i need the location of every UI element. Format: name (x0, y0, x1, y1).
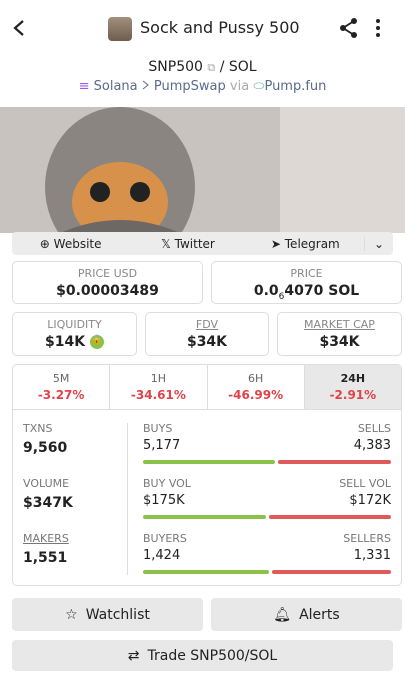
timeframe-tab[interactable]: 1H -34.61% (109, 365, 206, 409)
button-label: Trade SNP500/SOL (147, 647, 278, 664)
timeframe-tabs: 5M -3.27% 1H -34.61% 6H -46.99% 24H -2.91% (13, 365, 401, 410)
pair-quote: / SOL (219, 59, 257, 75)
tab-label: 6H (247, 372, 264, 385)
star-icon: ☆ (65, 606, 78, 623)
tab-label: 24H (340, 372, 366, 385)
lock-icon: 🔒 (89, 335, 104, 349)
tab-change: -46.99% (228, 388, 284, 402)
button-label: Watchlist (85, 606, 150, 623)
copy-icon[interactable]: ⧉ (207, 61, 216, 74)
right-value: 4,383 (353, 438, 391, 453)
stat-label: MAKERS (23, 532, 69, 545)
chain-icon: ≡ (78, 79, 90, 94)
metric-card[interactable]: MARKET CAP $34K (277, 312, 402, 356)
chain[interactable]: Solana (93, 79, 138, 94)
pair-line: SNP500 ⧉ / SOL (0, 59, 405, 75)
metric-card[interactable]: FDV $34K (145, 312, 269, 356)
link-website[interactable]: ⊕ Website (39, 236, 102, 251)
left-label: BUY VOL (143, 477, 191, 490)
right-label: SELLS (357, 422, 391, 435)
pair-base: SNP500 (148, 59, 203, 75)
stat-value: $347K (23, 495, 73, 511)
route-line: ≡ Solana PumpSwap via ⬭Pump.fun (0, 79, 405, 94)
timeframe-tab[interactable]: 24H -2.91% (303, 365, 401, 409)
right-value: 1,331 (353, 548, 391, 563)
button-label: Alerts (299, 606, 340, 623)
price-native-card: PRICE 0.064070 SOL (211, 261, 402, 304)
metric-label: FDV (195, 318, 219, 331)
link-label: Telegram (284, 236, 340, 251)
price-usd-label: PRICE USD (77, 267, 138, 280)
stat-label: TXNS (23, 422, 53, 435)
dex[interactable]: PumpSwap (153, 79, 226, 94)
bell-icon: 🔔︎ (273, 606, 292, 623)
right-value: $172K (349, 493, 391, 508)
stat-value: 9,560 (23, 440, 68, 456)
launchpad[interactable]: Pump.fun (264, 79, 327, 94)
link-telegram[interactable]: ➤ Telegram (270, 236, 340, 251)
back-button[interactable] (10, 18, 30, 38)
token-avatar (108, 17, 132, 41)
link-label: Twitter (174, 236, 215, 251)
links-more[interactable]: ⌄ (363, 236, 393, 251)
link-twitter[interactable]: 𝕏 Twitter (161, 236, 215, 251)
divider (127, 423, 128, 575)
buy-bar (143, 460, 276, 464)
tab-label: 5M (52, 372, 70, 385)
links-bar: ⊕ Website 𝕏 Twitter ➤ Telegram ⌄ (12, 232, 393, 255)
metric-text: $14K (45, 334, 86, 350)
sell-bar (272, 570, 391, 574)
tab-change: -34.61% (130, 388, 186, 402)
link-label: Website (53, 236, 102, 251)
left-value: $175K (143, 493, 185, 508)
via: via (229, 79, 250, 94)
buy-bar (143, 515, 267, 519)
metric-value: $14K 🔒 (13, 334, 136, 350)
left-value: 5,177 (143, 438, 181, 453)
tab-change: -2.91% (329, 388, 377, 402)
swap-icon: ⇄ (127, 647, 140, 664)
right-label: SELLERS (343, 532, 391, 545)
menu-button[interactable] (372, 17, 384, 39)
left-label: BUYS (143, 422, 173, 435)
share-button[interactable] (338, 17, 360, 39)
price-usd-card: PRICE USD $0.00003489 (12, 261, 203, 304)
stat-label: VOLUME (23, 477, 70, 490)
left-value: 1,424 (143, 548, 181, 563)
buy-bar (143, 570, 270, 574)
launchpad-icon: ⬭ (253, 79, 265, 94)
stats-card: 5M -3.27% 1H -34.61% 6H -46.99% 24H -2.91% TXNS… (12, 364, 402, 586)
metric-label: MARKET CAP (304, 318, 375, 331)
sell-bar (269, 515, 391, 519)
watchlist-button[interactable]: ☆ Watchlist (12, 598, 203, 631)
price-rest: 4070 SOL (284, 283, 360, 299)
alerts-button[interactable]: 🔔︎ Alerts (211, 598, 402, 631)
token-title: Sock and Pussy 500 (140, 18, 300, 37)
price-native-value: 0.064070 SOL (212, 283, 401, 302)
metric-card: LIQUIDITY $14K 🔒 (12, 312, 137, 356)
left-label: BUYERS (143, 532, 187, 545)
tab-change: -3.27% (37, 388, 85, 402)
price-native-label: PRICE (290, 267, 323, 280)
metric-label: LIQUIDITY (47, 318, 102, 331)
timeframe-tab[interactable]: 6H -46.99% (206, 365, 304, 409)
price-usd-value: $0.00003489 (56, 283, 159, 299)
trade-button[interactable]: ⇄ Trade SNP500/SOL (12, 640, 393, 671)
sell-bar (278, 460, 391, 464)
stat-value: 1,551 (23, 550, 68, 566)
tab-label: 1H (150, 372, 167, 385)
price-prefix: 0.0 (253, 283, 279, 299)
token-banner (0, 107, 405, 233)
metric-value: $34K (186, 334, 228, 350)
right-label: SELL VOL (339, 477, 391, 490)
timeframe-tab[interactable]: 5M -3.27% (13, 365, 109, 409)
chevron (142, 80, 149, 90)
price-zeros: 6 (278, 291, 285, 302)
metric-value: $34K (319, 334, 360, 350)
